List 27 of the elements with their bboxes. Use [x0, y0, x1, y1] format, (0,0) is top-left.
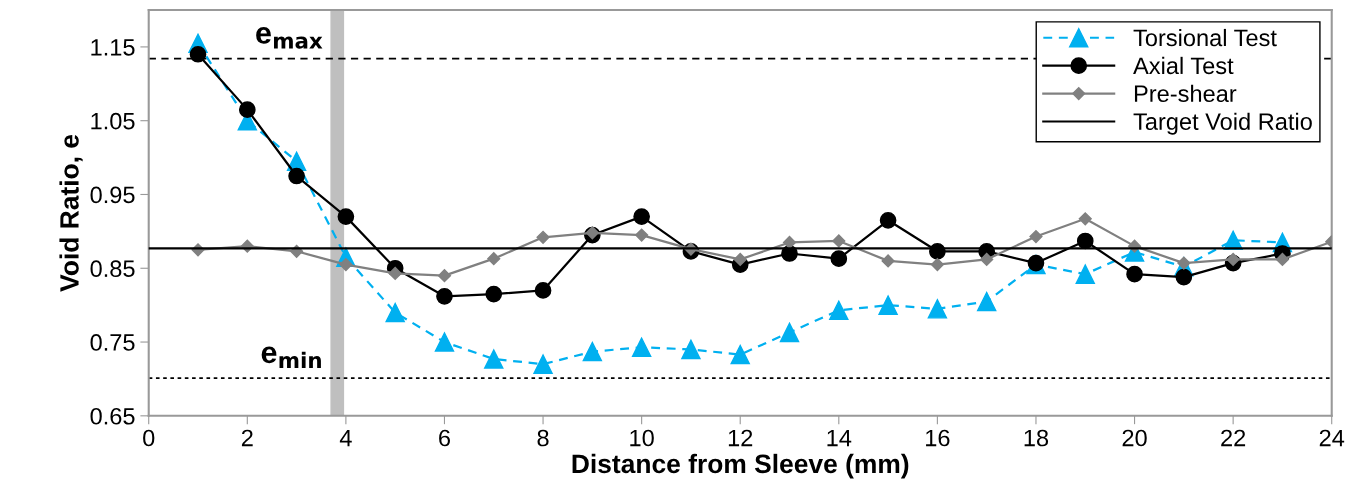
legend-label: Axial Test: [1133, 56, 1234, 75]
x-tick-label: 12: [728, 429, 753, 447]
x-axis-title: Distance from Sleeve (mm): [572, 453, 909, 479]
legend-label: Pre-shear: [1134, 84, 1237, 103]
x-tick-label: 16: [926, 429, 950, 447]
x-tick-label: 8: [537, 429, 549, 447]
x-tick-label: 10: [630, 429, 654, 447]
x-tick-label: 14: [827, 429, 852, 447]
y-tick-label: 0.85: [90, 260, 135, 278]
y-tick-label: 0.65: [90, 407, 135, 425]
legend-label: Torsional Test: [1133, 28, 1277, 47]
y-axis-title: Void Ratio, e: [59, 134, 83, 292]
x-tick-label: 22: [1221, 429, 1246, 447]
x-tick-label: 2: [241, 429, 253, 447]
y-tick-label: 1.05: [91, 112, 135, 130]
y-tick-label: 0.95: [90, 186, 135, 204]
y-tick-label: 1.15: [91, 39, 135, 56]
ref-line-label: e$_{min}$: [261, 346, 321, 368]
x-tick-label: 4: [339, 429, 352, 447]
x-tick-label: 18: [1024, 429, 1049, 447]
legend-label: Target Void Ratio: [1133, 112, 1312, 135]
x-tick-label: 0: [143, 429, 155, 447]
y-tick-label: 0.75: [90, 334, 135, 351]
x-tick-label: 20: [1122, 429, 1147, 447]
x-tick-label: 24: [1319, 429, 1345, 447]
ref-line-label: e$_{max}$: [256, 27, 323, 49]
x-tick-label: 6: [439, 429, 450, 447]
